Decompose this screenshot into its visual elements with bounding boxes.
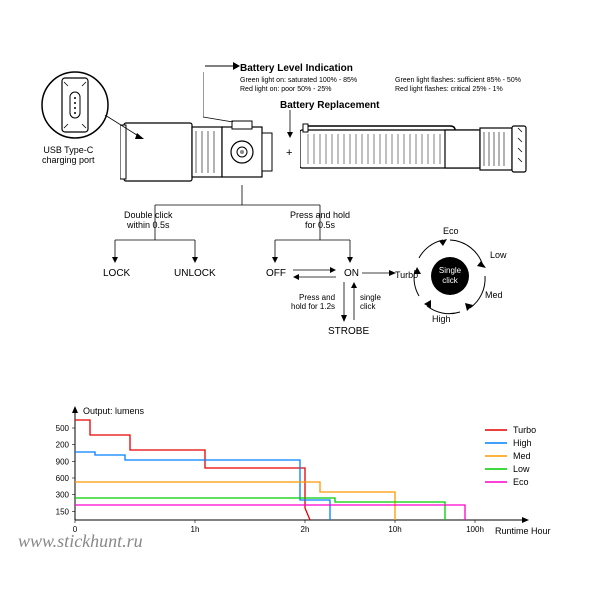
svg-text:200: 200	[56, 441, 70, 450]
runtime-chart: Output: lumens Runtime Hour 500 200 900 600 30…	[0, 0, 600, 600]
svg-text:100h: 100h	[466, 525, 484, 534]
svg-text:Output: lumens: Output: lumens	[83, 406, 145, 416]
svg-text:Med: Med	[513, 451, 531, 461]
svg-text:Low: Low	[513, 464, 530, 474]
svg-text:1h: 1h	[191, 525, 200, 534]
svg-text:500: 500	[56, 424, 70, 433]
svg-text:10h: 10h	[388, 525, 401, 534]
watermark: www.stickhunt.ru	[18, 531, 143, 552]
svg-text:Eco: Eco	[513, 477, 529, 487]
svg-text:Runtime Hour: Runtime Hour	[495, 526, 551, 536]
svg-text:High: High	[513, 438, 532, 448]
svg-text:2h: 2h	[301, 525, 310, 534]
svg-text:900: 900	[56, 457, 70, 466]
svg-text:300: 300	[56, 491, 70, 500]
svg-text:150: 150	[56, 507, 70, 516]
svg-text:600: 600	[56, 474, 70, 483]
svg-text:Turbo: Turbo	[513, 425, 536, 435]
